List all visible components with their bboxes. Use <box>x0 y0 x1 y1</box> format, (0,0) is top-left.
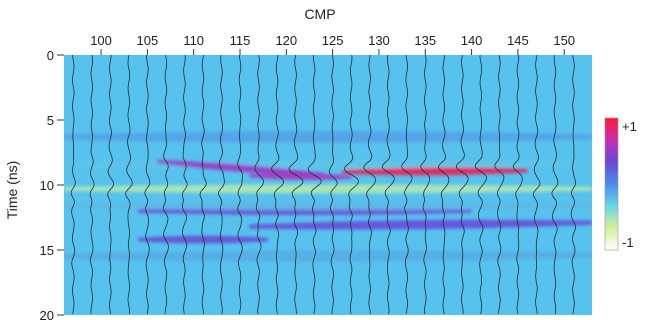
x-axis-title: CMP <box>304 6 335 22</box>
trace-cmp-151 <box>570 55 576 315</box>
trace-cmp-141 <box>474 55 487 315</box>
x-tick-label-135: 135 <box>414 33 436 48</box>
y-axis-title: Time (ns) <box>4 161 20 220</box>
trace-cmp-133 <box>401 55 413 315</box>
trace-cmp-111 <box>199 55 207 315</box>
trace-cmp-121 <box>288 55 304 315</box>
trace-cmp-119 <box>271 55 284 315</box>
plot-area <box>64 55 592 315</box>
trace-cmp-101 <box>107 55 114 315</box>
x-tick-label-100: 100 <box>90 33 112 48</box>
trace-cmp-135 <box>420 55 431 315</box>
x-tick-label-150: 150 <box>553 33 575 48</box>
x-tick-label-145: 145 <box>507 33 529 48</box>
reflection-band-10 <box>64 250 592 262</box>
y-tick-label-10: 10 <box>40 178 54 193</box>
trace-cmp-129 <box>363 55 377 315</box>
trace-cmp-113 <box>218 55 225 315</box>
trace-cmp-127 <box>343 55 359 315</box>
trace-cmp-115 <box>237 55 243 315</box>
trace-cmp-125 <box>328 55 338 315</box>
x-tick-label-105: 105 <box>137 33 159 48</box>
trace-cmp-131 <box>381 55 395 315</box>
reflection-bands <box>64 131 592 262</box>
x-tick-label-115: 115 <box>230 33 251 48</box>
colorbar-max-label: +1 <box>622 119 637 134</box>
trace-cmp-107 <box>162 55 169 315</box>
colorbar: +1 -1 <box>604 117 637 251</box>
y-tick-label-20: 20 <box>40 308 54 320</box>
trace-cmp-103 <box>125 55 133 314</box>
x-tick-label-110: 110 <box>183 33 204 48</box>
y-tick-label-15: 15 <box>40 243 54 258</box>
wiggle-traces <box>70 55 576 315</box>
y-axis: 0 5 10 15 20 <box>40 48 64 320</box>
trace-cmp-143 <box>494 55 505 314</box>
trace-cmp-109 <box>181 55 188 315</box>
trace-cmp-147 <box>532 55 541 315</box>
trace-cmp-145 <box>512 55 523 315</box>
reflection-band-9 <box>64 201 592 211</box>
trace-cmp-105 <box>144 55 151 315</box>
reflection-band-7 <box>249 219 592 230</box>
trace-cmp-137 <box>437 55 450 315</box>
x-tick-label-140: 140 <box>461 33 483 48</box>
reflection-band-11 <box>64 131 592 143</box>
y-tick-label-0: 0 <box>47 48 54 63</box>
trace-cmp-117 <box>254 55 264 315</box>
x-tick-label-130: 130 <box>368 33 390 48</box>
trace-cmp-123 <box>307 55 322 315</box>
reflection-band-2 <box>156 160 324 177</box>
x-tick-label-125: 125 <box>322 33 344 48</box>
trace-cmp-139 <box>455 55 469 314</box>
y-tick-label-5: 5 <box>47 113 54 128</box>
reflection-band-8 <box>138 235 268 244</box>
trace-cmp-99 <box>89 55 95 315</box>
trace-cmp-149 <box>551 55 559 315</box>
x-axis: 100 105 110 115 120 125 130 135 140 145 150 <box>90 33 575 55</box>
reflection-band-3 <box>249 173 352 180</box>
reflection-band-5 <box>64 184 592 194</box>
colorbar-min-label: -1 <box>622 235 634 250</box>
x-tick-label-120: 120 <box>275 33 297 48</box>
colorbar-bar <box>604 117 619 251</box>
reflection-band-4 <box>341 167 528 176</box>
trace-cmp-97 <box>70 55 76 315</box>
